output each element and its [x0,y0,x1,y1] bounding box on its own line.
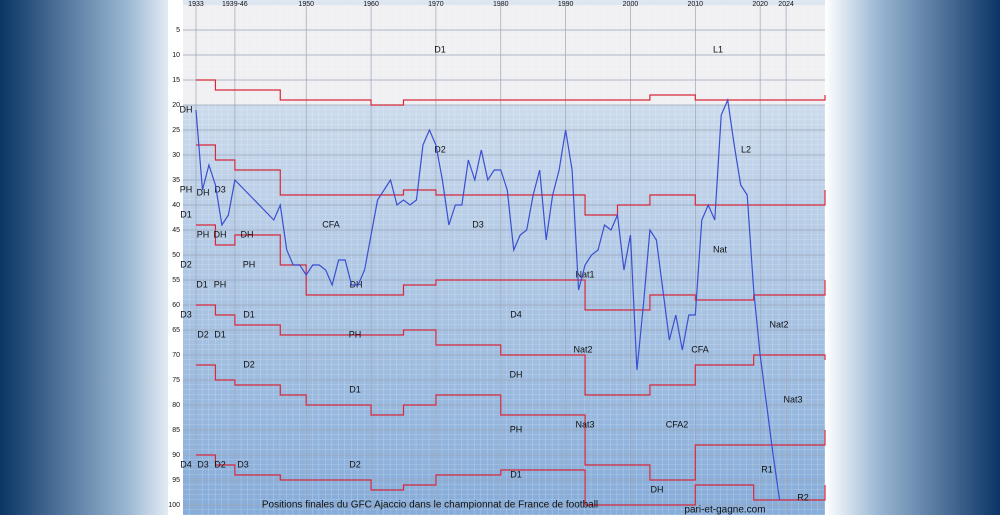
division-boundary [195,454,826,506]
background-left [0,0,183,515]
chart-title: Positions finales du GFC Ajaccio dans le… [262,500,598,511]
division-boundary [195,364,826,481]
x-tick-label: 2020 [752,1,768,8]
division-label: D1 [243,309,255,319]
x-tick-label: 1980 [493,1,509,8]
division-label: Nat2 [573,344,592,354]
x-tick-label: 2010 [688,1,704,8]
division-label: D3 [214,184,226,194]
x-tick-label: 2024 [778,1,794,8]
division-label: CFA [322,219,340,229]
y-tick-label: 25 [172,127,180,134]
division-label: PH [243,259,256,269]
division-label: D2 [349,459,361,469]
division-label: DH [510,369,523,379]
x-tick-label: 1950 [298,1,314,8]
y-tick-label: 35 [172,177,180,184]
x-tick-label: 1990 [558,1,574,8]
y-tick-label: 90 [172,452,180,459]
y-tick-label: 45 [172,227,180,234]
y-tick-label: 10 [172,52,180,59]
division-label: D2 [180,259,192,269]
division-label: DH [241,229,254,239]
division-label: CFA2 [666,419,689,429]
division-label: PH [349,329,362,339]
division-label: D2 [243,359,255,369]
division-label: D2 [197,329,209,339]
y-tick-label: 55 [172,277,180,284]
division-label: D4 [180,459,192,469]
division-label: Nat [713,244,728,254]
y-tick-label: 65 [172,327,180,334]
division-label: L1 [713,44,723,54]
y-tick-label: 30 [172,152,180,159]
y-tick-label: 80 [172,402,180,409]
division-label: PH [180,184,193,194]
y-tick-label: 75 [172,377,180,384]
division-boundary [195,224,826,311]
fine-grid [183,5,825,515]
y-tick-label: 40 [172,202,180,209]
y-tick-label: 85 [172,427,180,434]
division-label: PH [214,279,227,289]
division-label: DH [651,484,664,494]
y-tick-label: 70 [172,352,180,359]
y-tick-label: 5 [176,27,180,34]
x-tick-label: 1970 [428,1,444,8]
y-tick-label: 100 [168,502,180,509]
division-label: D4 [510,309,522,319]
division-boundary [195,79,826,106]
division-label: Nat1 [575,269,594,279]
y-tick-label: 60 [172,302,180,309]
division-label: PH [510,424,523,434]
division-label: PH [197,229,210,239]
division-label: Nat2 [769,319,788,329]
division-boundary [195,304,826,396]
division-label: DH [214,229,227,239]
division-label: D2 [434,144,446,154]
division-label: Nat3 [575,419,594,429]
x-tick-label: 1939-46 [222,1,248,8]
axis-band [168,0,183,515]
background-right [825,0,1000,515]
division-label: DH [197,187,210,197]
x-tick-label: 2000 [623,1,639,8]
division-label: Nat3 [783,394,802,404]
y-tick-label: 50 [172,252,180,259]
y-tick-label: 20 [172,102,180,109]
division-label: D1 [196,279,208,289]
position-line [195,97,781,501]
division-label: R2 [797,492,809,502]
y-tick-label: 95 [172,477,180,484]
x-tick-label: 1960 [363,1,379,8]
division-label: D3 [197,459,209,469]
x-tick-label: 1933 [188,1,204,8]
division-label: D3 [237,459,249,469]
division-label: D3 [180,309,192,319]
division-label: D1 [214,329,226,339]
watermark: pari-et-gagne.com [684,505,765,515]
division-label: D1 [349,384,361,394]
division-label: DH [180,104,193,114]
y-tick-label: 15 [172,77,180,84]
division-label: D1 [180,209,192,219]
division-label: D3 [472,219,484,229]
division-label: DH [350,279,363,289]
division-label: R1 [761,464,773,474]
division-label: D2 [214,459,226,469]
division-label: CFA [691,344,709,354]
division-boundary [195,144,826,216]
division-label: L2 [741,144,751,154]
division-label: D1 [510,469,522,479]
division-label: D1 [434,44,446,54]
